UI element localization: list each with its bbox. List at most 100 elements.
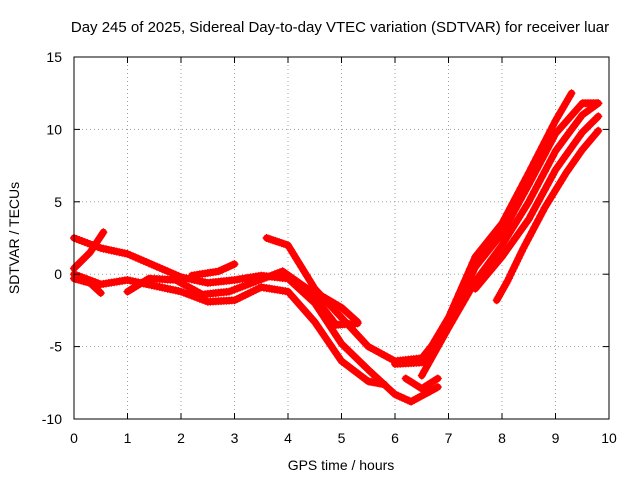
data-point [594, 112, 603, 121]
data-point [548, 121, 557, 130]
data-point [297, 263, 306, 271]
data-point [433, 342, 442, 351]
data-point [463, 291, 472, 300]
data-point [543, 180, 552, 189]
data-point [516, 184, 525, 192]
data-point [532, 182, 541, 191]
data-point [423, 362, 432, 370]
series-layer [70, 89, 603, 406]
data-point [532, 200, 541, 209]
series-trace-5 [123, 267, 362, 329]
data-point [540, 167, 549, 176]
data-point [524, 168, 533, 177]
data-point [511, 194, 520, 203]
data-point [433, 383, 442, 392]
data-point [444, 323, 453, 332]
data-point [567, 89, 576, 98]
data-point [230, 260, 239, 269]
data-point [519, 179, 528, 187]
data-point [525, 232, 534, 240]
data-point [90, 242, 99, 251]
x-tick-label: 9 [552, 430, 560, 446]
x-tick-label: 0 [70, 430, 78, 446]
data-point [86, 248, 94, 257]
data-point [594, 99, 603, 108]
data-point [506, 228, 514, 237]
series-trace-8 [305, 284, 362, 326]
data-point [514, 189, 522, 198]
y-tick-label: -5 [50, 339, 63, 355]
data-point [546, 175, 555, 184]
x-tick-label: 3 [231, 430, 239, 446]
data-point [534, 215, 543, 224]
data-point [460, 296, 469, 304]
data-point [540, 137, 549, 146]
x-tick-label: 1 [124, 430, 132, 446]
data-point [524, 215, 533, 224]
data-point [535, 148, 544, 156]
x-tick-label: 7 [445, 430, 453, 446]
data-point [502, 279, 511, 288]
data-point [425, 357, 434, 366]
tick-layer: 0 1 2 3 4 5 6 7 8 9 10 -10 -5 0 5 10 15 [42, 49, 617, 446]
series-trace-6 [187, 260, 239, 280]
data-point [228, 260, 237, 269]
data-point [516, 210, 525, 219]
data-point [329, 327, 338, 336]
data-point [500, 236, 509, 245]
series-trace-1 [70, 234, 442, 406]
y-tick-label: 10 [46, 121, 62, 137]
data-point [289, 249, 298, 258]
data-point [420, 366, 429, 375]
data-point [417, 371, 426, 380]
data-point [536, 211, 545, 220]
data-point [95, 234, 104, 243]
data-point [594, 126, 603, 135]
x-tick-label: 6 [391, 430, 399, 446]
series-trace-4 [70, 274, 105, 297]
data-point [530, 205, 539, 214]
data-point [441, 328, 450, 337]
data-point [535, 195, 544, 204]
data-point [530, 158, 539, 167]
data-point [522, 202, 531, 211]
y-tick-label: 15 [46, 49, 62, 65]
chart-title: Day 245 of 2025, Sidereal Day-to-day VTE… [71, 19, 609, 36]
data-point [511, 219, 520, 228]
data-point [538, 142, 547, 151]
x-tick-label: 2 [177, 430, 185, 446]
data-point [449, 301, 458, 310]
data-point [511, 260, 520, 269]
data-point [465, 265, 474, 273]
y-tick-label: 5 [54, 194, 62, 210]
y-tick-label: 0 [54, 266, 62, 282]
data-point [503, 232, 512, 241]
data-point [513, 257, 521, 266]
data-point [521, 240, 530, 249]
x-tick-label: 5 [338, 430, 346, 446]
data-point [538, 172, 547, 181]
data-point [514, 215, 522, 224]
series-trace-13 [401, 374, 442, 393]
data-point [455, 289, 464, 298]
x-tick-label: 8 [498, 430, 506, 446]
data-point [433, 374, 442, 383]
series-trace-9 [391, 89, 576, 368]
data-point [294, 258, 303, 267]
data-point [302, 271, 311, 280]
data-point [353, 318, 362, 326]
data-point [535, 177, 544, 186]
data-point [527, 210, 536, 219]
data-point [548, 152, 557, 161]
data-point [425, 345, 434, 354]
data-point [423, 349, 432, 358]
data-point [543, 132, 552, 141]
data-point [432, 375, 441, 384]
x-tick-label: 10 [601, 430, 617, 446]
data-point [428, 352, 437, 361]
data-point [527, 192, 536, 201]
data-point [457, 300, 466, 309]
y-axis-label: SDTVAR / TECUs [6, 182, 22, 294]
data-point [420, 354, 429, 362]
